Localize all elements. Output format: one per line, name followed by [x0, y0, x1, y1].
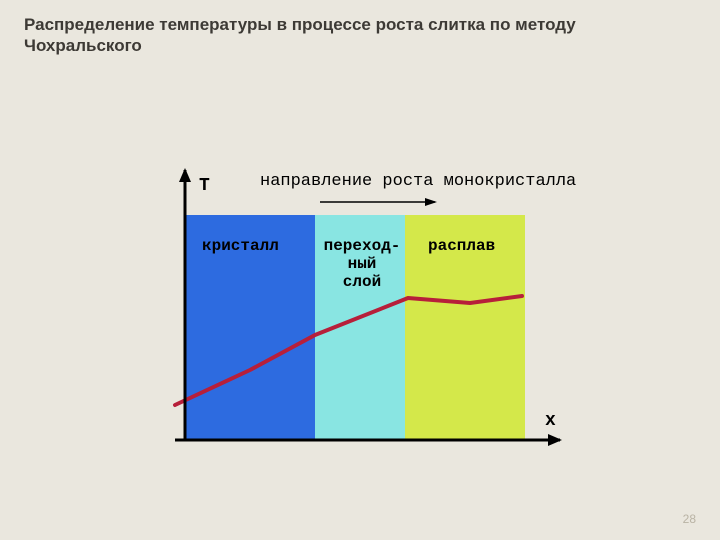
region-label-crystal: кристалл: [202, 237, 279, 255]
y-axis-label: T: [199, 176, 210, 196]
x-axis-arrow-icon: [548, 434, 562, 446]
page-number: 28: [683, 512, 696, 526]
region-label-melt: расплав: [428, 237, 495, 255]
x-axis-label: x: [545, 411, 556, 431]
slide: Распределение температуры в процессе рос…: [0, 0, 720, 540]
direction-label: направление роста монокристалла: [260, 172, 576, 191]
chart-figure: Tx направление роста монокристалла кристал…: [150, 160, 580, 470]
slide-title: Распределение температуры в процессе рос…: [24, 14, 696, 57]
y-axis-arrow-icon: [179, 168, 191, 182]
direction-arrow-icon: [425, 198, 437, 206]
